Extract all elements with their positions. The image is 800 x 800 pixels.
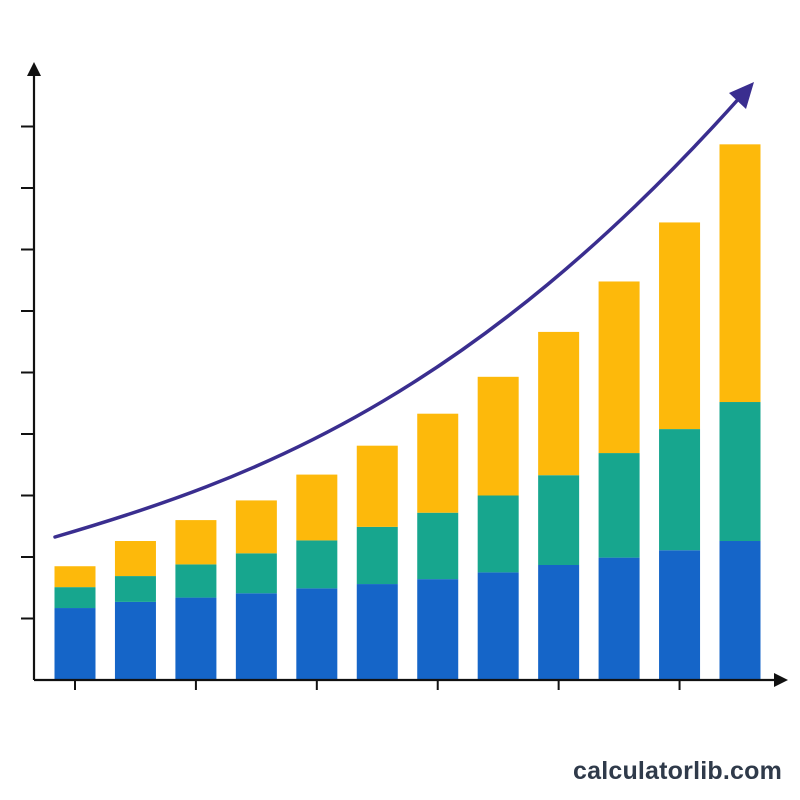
bar-segment-3-cat-6 bbox=[356, 445, 398, 527]
bar-segment-2-cat-12 bbox=[719, 402, 761, 542]
bar-segment-2-cat-8 bbox=[477, 495, 519, 573]
bar-segment-3-cat-5 bbox=[296, 474, 338, 541]
bar-segment-2-cat-1 bbox=[54, 587, 96, 609]
bar-segment-3-cat-3 bbox=[175, 520, 217, 565]
bar-segment-3-cat-2 bbox=[114, 541, 156, 577]
bar-segment-3-cat-4 bbox=[235, 500, 277, 554]
y-axis-arrowhead bbox=[27, 62, 41, 76]
bar-segment-3-cat-7 bbox=[417, 413, 459, 513]
bar-segment-1-cat-8 bbox=[477, 572, 519, 681]
bar-segment-1-cat-12 bbox=[719, 541, 761, 680]
bar-segment-2-cat-5 bbox=[296, 540, 338, 589]
bar-segment-1-cat-9 bbox=[538, 565, 580, 680]
bar-segment-1-cat-4 bbox=[235, 593, 277, 680]
bar-segment-1-cat-1 bbox=[54, 608, 96, 680]
trend-arrowhead bbox=[729, 82, 754, 109]
bar-segment-2-cat-4 bbox=[235, 553, 277, 594]
bar-segment-1-cat-3 bbox=[175, 597, 217, 680]
bar-segment-2-cat-6 bbox=[356, 526, 398, 585]
bar-segment-3-cat-10 bbox=[598, 281, 640, 454]
x-axis-arrowhead bbox=[774, 673, 788, 687]
bar-segment-1-cat-11 bbox=[659, 550, 701, 680]
bar-segment-3-cat-8 bbox=[477, 376, 519, 496]
bar-segment-3-cat-9 bbox=[538, 331, 580, 476]
bar-segment-2-cat-3 bbox=[175, 564, 217, 598]
bar-segment-2-cat-7 bbox=[417, 512, 459, 580]
bar-segment-2-cat-2 bbox=[114, 576, 156, 602]
bar-segment-2-cat-9 bbox=[538, 475, 580, 565]
bar-segment-2-cat-11 bbox=[659, 429, 701, 551]
watermark-text: calculatorlib.com bbox=[572, 757, 782, 785]
bar-segment-3-cat-12 bbox=[719, 144, 761, 403]
bar-segment-1-cat-2 bbox=[114, 601, 156, 680]
bar-segment-3-cat-1 bbox=[54, 566, 96, 588]
trend-curve bbox=[53, 93, 744, 539]
bar-segment-1-cat-5 bbox=[296, 588, 338, 680]
bar-segment-1-cat-6 bbox=[356, 584, 398, 680]
bar-segment-1-cat-7 bbox=[417, 579, 459, 680]
bar-segment-1-cat-10 bbox=[598, 557, 640, 680]
bar-segment-2-cat-10 bbox=[598, 453, 640, 558]
bar-segment-3-cat-11 bbox=[659, 222, 701, 430]
